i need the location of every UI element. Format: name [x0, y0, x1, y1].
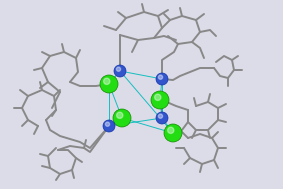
Circle shape [116, 67, 121, 71]
Circle shape [168, 127, 174, 133]
Circle shape [114, 65, 126, 77]
Circle shape [158, 114, 163, 118]
Circle shape [151, 91, 169, 109]
Circle shape [158, 75, 163, 79]
Circle shape [104, 78, 110, 84]
Circle shape [164, 124, 182, 142]
Circle shape [100, 75, 118, 93]
Circle shape [117, 112, 123, 119]
Circle shape [155, 94, 161, 100]
Circle shape [156, 112, 168, 124]
Circle shape [103, 120, 115, 132]
Circle shape [105, 122, 110, 126]
Circle shape [156, 73, 168, 85]
Circle shape [113, 109, 131, 127]
